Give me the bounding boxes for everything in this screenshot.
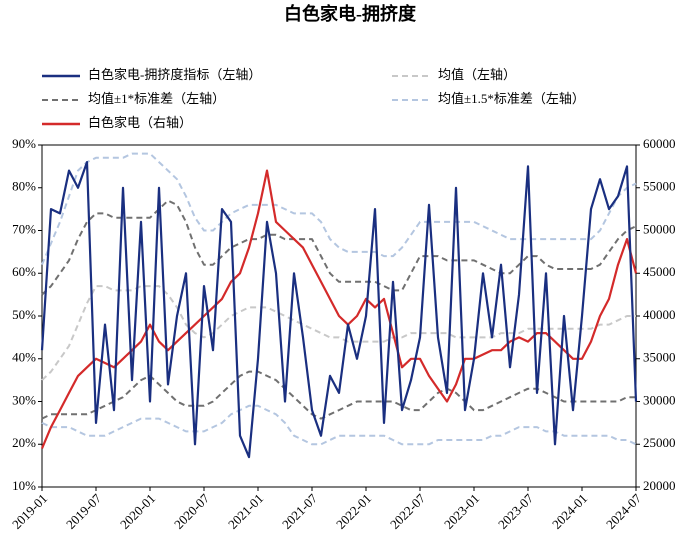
series-line	[40, 161, 638, 459]
y2-tick-label: 40000	[643, 307, 676, 322]
band-upper	[41, 199, 637, 296]
y-tick-label: 30%	[12, 392, 36, 407]
x-tick-label: 2022-01	[333, 491, 374, 532]
chart-title: 白色家电-拥挤度	[284, 3, 417, 24]
band-upper	[41, 152, 637, 266]
x-tick-label: 2021-07	[279, 490, 321, 532]
x-tick-label: 2022-07	[387, 490, 429, 532]
legend-label: 均值（左轴）	[438, 67, 516, 82]
x-tick-label: 2020-01	[117, 491, 158, 532]
y-tick-label: 70%	[12, 221, 36, 236]
x-tick-label: 2023-07	[495, 490, 537, 532]
y-tick-label: 50%	[12, 307, 36, 322]
x-tick-label: 2020-07	[171, 490, 213, 532]
y2-tick-label: 45000	[643, 264, 676, 279]
y2-tick-label: 20000	[643, 478, 676, 493]
y-tick-label: 40%	[12, 350, 36, 365]
x-tick-label: 2021-01	[225, 491, 266, 532]
y2-tick-label: 30000	[643, 392, 676, 407]
series-line	[40, 169, 638, 449]
y2-tick-label: 35000	[643, 350, 676, 365]
x-tick-label: 2023-01	[441, 491, 482, 532]
legend-label: 均值±1*标准差（左轴）	[88, 91, 225, 106]
y-tick-label: 90%	[12, 136, 36, 151]
legend-label: 均值±1.5*标准差（左轴）	[438, 91, 585, 106]
band-lower	[41, 404, 637, 446]
y2-tick-label: 50000	[643, 221, 676, 236]
y-tick-label: 80%	[12, 179, 36, 194]
y2-tick-label: 60000	[643, 136, 676, 151]
x-tick-label: 2024-01	[549, 491, 590, 532]
y-tick-label: 10%	[12, 478, 36, 493]
y-tick-label: 60%	[12, 264, 36, 279]
x-tick-label: 2024-07	[603, 490, 645, 532]
legend-label: 白色家电-拥挤度指标（左轴）	[88, 67, 261, 82]
x-tick-label: 2019-07	[63, 490, 105, 532]
x-tick-label: 2019-01	[9, 491, 50, 532]
y2-tick-label: 55000	[643, 179, 676, 194]
y-tick-label: 20%	[12, 435, 36, 450]
legend-label: 白色家电（右轴）	[88, 115, 192, 130]
y2-tick-label: 25000	[643, 435, 676, 450]
series-line	[41, 285, 636, 381]
